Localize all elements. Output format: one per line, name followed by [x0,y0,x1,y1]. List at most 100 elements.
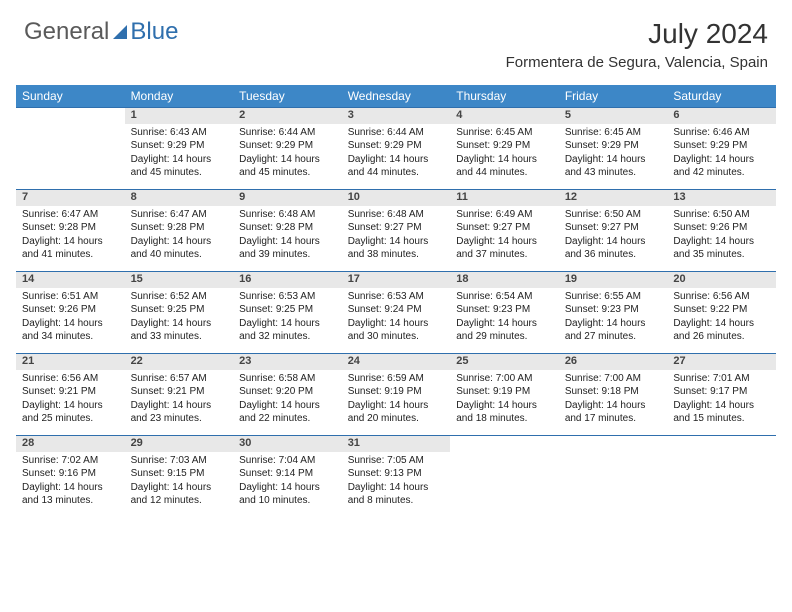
sunset-line: Sunset: 9:14 PM [239,467,336,481]
sunset-line: Sunset: 9:21 PM [131,385,228,399]
sunrise-line: Sunrise: 7:00 AM [565,372,662,386]
calendar-cell: Sunrise: 7:00 AMSunset: 9:19 PMDaylight:… [450,370,559,436]
page-header: GeneralBlue July 2024 Formentera de Segu… [0,0,792,79]
day-number [667,436,776,452]
sunset-line: Sunset: 9:17 PM [673,385,770,399]
sunrise-line: Sunrise: 6:47 AM [131,208,228,222]
weekday-header: Saturday [667,85,776,108]
daylight-line: and 42 minutes. [673,166,770,180]
sunrise-line: Sunrise: 6:56 AM [22,372,119,386]
daylight-line: and 32 minutes. [239,330,336,344]
sunrise-line: Sunrise: 6:45 AM [565,126,662,140]
day-number: 25 [450,354,559,370]
day-number: 18 [450,272,559,288]
calendar-cell: Sunrise: 7:04 AMSunset: 9:14 PMDaylight:… [233,452,342,518]
day-number: 8 [125,190,234,206]
day-number [450,436,559,452]
daylight-line: Daylight: 14 hours [239,317,336,331]
sunrise-line: Sunrise: 6:44 AM [348,126,445,140]
calendar-week-row: Sunrise: 6:43 AMSunset: 9:29 PMDaylight:… [16,124,776,190]
calendar-cell: Sunrise: 6:51 AMSunset: 9:26 PMDaylight:… [16,288,125,354]
calendar-cell: Sunrise: 6:43 AMSunset: 9:29 PMDaylight:… [125,124,234,190]
sunrise-line: Sunrise: 7:00 AM [456,372,553,386]
sunset-line: Sunset: 9:15 PM [131,467,228,481]
daylight-line: Daylight: 14 hours [348,399,445,413]
day-number: 9 [233,190,342,206]
calendar-cell [450,452,559,518]
daylight-line: Daylight: 14 hours [565,399,662,413]
calendar-cell [16,124,125,190]
calendar-cell: Sunrise: 6:45 AMSunset: 9:29 PMDaylight:… [559,124,668,190]
day-number: 28 [16,436,125,452]
day-number: 19 [559,272,668,288]
day-number: 21 [16,354,125,370]
daylight-line: and 41 minutes. [22,248,119,262]
location-subtitle: Formentera de Segura, Valencia, Spain [506,54,768,71]
sunrise-line: Sunrise: 6:56 AM [673,290,770,304]
sunset-line: Sunset: 9:21 PM [22,385,119,399]
calendar-cell: Sunrise: 6:56 AMSunset: 9:21 PMDaylight:… [16,370,125,436]
daylight-line: and 18 minutes. [456,412,553,426]
day-number: 27 [667,354,776,370]
sunset-line: Sunset: 9:18 PM [565,385,662,399]
calendar-week-row: Sunrise: 7:02 AMSunset: 9:16 PMDaylight:… [16,452,776,518]
calendar-cell: Sunrise: 6:44 AMSunset: 9:29 PMDaylight:… [233,124,342,190]
day-number: 20 [667,272,776,288]
brand-text-1: General [24,18,109,46]
daylight-line: Daylight: 14 hours [456,235,553,249]
calendar-cell: Sunrise: 6:50 AMSunset: 9:26 PMDaylight:… [667,206,776,272]
daylight-line: Daylight: 14 hours [239,399,336,413]
day-number: 15 [125,272,234,288]
sunrise-line: Sunrise: 6:50 AM [673,208,770,222]
daylight-line: Daylight: 14 hours [673,153,770,167]
daylight-line: Daylight: 14 hours [131,481,228,495]
sunset-line: Sunset: 9:13 PM [348,467,445,481]
daylight-line: and 13 minutes. [22,494,119,508]
calendar-cell: Sunrise: 6:53 AMSunset: 9:25 PMDaylight:… [233,288,342,354]
calendar-cell: Sunrise: 6:46 AMSunset: 9:29 PMDaylight:… [667,124,776,190]
sunset-line: Sunset: 9:29 PM [348,139,445,153]
sunrise-line: Sunrise: 6:47 AM [22,208,119,222]
daylight-line: and 40 minutes. [131,248,228,262]
sunset-line: Sunset: 9:25 PM [239,303,336,317]
sunrise-line: Sunrise: 7:02 AM [22,454,119,468]
sunrise-line: Sunrise: 6:48 AM [239,208,336,222]
day-number: 11 [450,190,559,206]
daylight-line: Daylight: 14 hours [348,235,445,249]
calendar-cell: Sunrise: 7:05 AMSunset: 9:13 PMDaylight:… [342,452,451,518]
daylight-line: and 27 minutes. [565,330,662,344]
day-number: 16 [233,272,342,288]
day-number: 5 [559,108,668,124]
calendar-cell: Sunrise: 6:47 AMSunset: 9:28 PMDaylight:… [16,206,125,272]
sunset-line: Sunset: 9:28 PM [131,221,228,235]
daylight-line: Daylight: 14 hours [131,153,228,167]
sunset-line: Sunset: 9:27 PM [456,221,553,235]
calendar-cell: Sunrise: 7:02 AMSunset: 9:16 PMDaylight:… [16,452,125,518]
sunrise-line: Sunrise: 7:03 AM [131,454,228,468]
sunrise-line: Sunrise: 7:01 AM [673,372,770,386]
day-number: 29 [125,436,234,452]
daylight-line: and 20 minutes. [348,412,445,426]
sunset-line: Sunset: 9:29 PM [456,139,553,153]
daylight-line: and 45 minutes. [131,166,228,180]
day-number: 7 [16,190,125,206]
daylight-line: and 15 minutes. [673,412,770,426]
day-number [16,108,125,124]
sunrise-line: Sunrise: 6:44 AM [239,126,336,140]
sunrise-line: Sunrise: 6:46 AM [673,126,770,140]
daylight-line: and 34 minutes. [22,330,119,344]
daylight-line: and 29 minutes. [456,330,553,344]
sunrise-line: Sunrise: 6:58 AM [239,372,336,386]
calendar-cell: Sunrise: 6:59 AMSunset: 9:19 PMDaylight:… [342,370,451,436]
sunrise-line: Sunrise: 6:45 AM [456,126,553,140]
sunrise-line: Sunrise: 6:50 AM [565,208,662,222]
daylight-line: Daylight: 14 hours [239,235,336,249]
daylight-line: and 45 minutes. [239,166,336,180]
calendar-table: Sunday Monday Tuesday Wednesday Thursday… [16,85,776,518]
daylight-line: and 30 minutes. [348,330,445,344]
day-number: 6 [667,108,776,124]
day-number: 13 [667,190,776,206]
day-number: 10 [342,190,451,206]
sunrise-line: Sunrise: 6:48 AM [348,208,445,222]
sunset-line: Sunset: 9:29 PM [131,139,228,153]
